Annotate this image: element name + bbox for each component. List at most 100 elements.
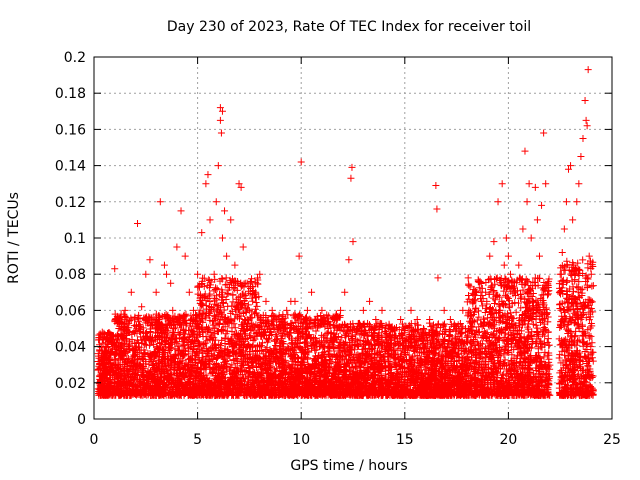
- data-point: [206, 216, 214, 224]
- data-point: [268, 306, 276, 314]
- data-point: [223, 252, 231, 260]
- data-point: [490, 238, 498, 246]
- data-point: [585, 252, 593, 260]
- data-point: [378, 306, 386, 314]
- data-point: [102, 334, 110, 342]
- data-point: [303, 306, 311, 314]
- data-point: [498, 180, 506, 188]
- data-point: [152, 288, 160, 296]
- data-point: [575, 180, 583, 188]
- data-point: [262, 297, 270, 305]
- data-point: [283, 306, 291, 314]
- data-point: [355, 325, 363, 332]
- data-point: [252, 288, 260, 296]
- data-point: [397, 315, 405, 323]
- data-point: [446, 315, 454, 323]
- data-point: [459, 306, 467, 314]
- data-point: [218, 107, 226, 115]
- data-point: [477, 297, 485, 305]
- data-point: [482, 288, 490, 296]
- data-point: [502, 234, 510, 242]
- data-point: [560, 225, 568, 233]
- data-point: [272, 315, 280, 323]
- data-point: [523, 198, 531, 206]
- data-point: [525, 180, 533, 188]
- data-point: [210, 270, 218, 278]
- data-point: [433, 205, 441, 213]
- chart-title: Day 230 of 2023, Rate Of TEC Index for r…: [167, 19, 531, 35]
- data-point: [156, 198, 164, 206]
- data-point: [221, 207, 229, 215]
- data-point: [535, 252, 543, 260]
- data-point: [330, 315, 338, 323]
- data-point: [308, 288, 316, 296]
- data-point: [167, 279, 175, 287]
- data-point: [256, 270, 264, 278]
- data-points: [94, 66, 597, 399]
- x-tick-label: 10: [292, 432, 310, 448]
- y-tick-label: 0: [77, 412, 86, 428]
- data-point: [494, 198, 502, 206]
- y-tick-label: 0.18: [55, 86, 86, 102]
- data-point: [587, 270, 595, 278]
- data-point: [372, 315, 380, 323]
- data-point: [127, 288, 135, 296]
- data-point: [556, 270, 564, 278]
- data-point: [562, 198, 570, 206]
- data-point: [359, 306, 367, 314]
- data-point: [366, 297, 374, 305]
- data-point: [558, 248, 566, 256]
- data-point: [177, 207, 185, 215]
- data-point: [486, 252, 494, 260]
- data-point: [413, 315, 421, 323]
- data-point: [434, 274, 442, 282]
- data-point: [111, 265, 119, 273]
- y-tick-label: 0.16: [55, 122, 86, 138]
- data-point: [569, 216, 577, 224]
- x-tick-label: 25: [603, 432, 621, 448]
- data-point: [194, 270, 202, 278]
- data-point: [142, 270, 150, 278]
- data-point: [506, 270, 514, 278]
- axis-ticks: 0 0.02 0.04 0.06 0.08 0.1 0.12 0.14 0.16 0.18 0.2 0…: [55, 50, 621, 448]
- y-tick-label: 0.14: [55, 159, 86, 175]
- data-point: [241, 279, 249, 287]
- data-point: [173, 243, 181, 251]
- data-point: [390, 334, 398, 342]
- data-point: [314, 315, 322, 323]
- data-point: [511, 288, 519, 296]
- y-tick-label: 0.04: [55, 340, 86, 356]
- y-tick-label: 0.06: [55, 303, 86, 319]
- data-point: [348, 163, 356, 171]
- data-point: [324, 325, 332, 332]
- data-point: [465, 306, 473, 314]
- data-point: [573, 198, 581, 206]
- data-point: [519, 225, 527, 233]
- data-point: [218, 234, 226, 242]
- y-tick-label: 0.12: [55, 195, 86, 211]
- data-point: [163, 270, 171, 278]
- data-point: [504, 252, 512, 260]
- data-point: [542, 180, 550, 188]
- data-point: [227, 216, 235, 224]
- data-point: [239, 243, 247, 251]
- y-tick-label: 0.1: [64, 231, 86, 247]
- data-point: [407, 306, 415, 314]
- data-point: [146, 256, 154, 264]
- data-point: [341, 288, 349, 296]
- data-point: [245, 306, 253, 314]
- y-tick-label: 0.2: [64, 50, 86, 66]
- data-point: [98, 328, 106, 336]
- data-point: [419, 325, 427, 332]
- data-point: [204, 171, 212, 179]
- data-point: [581, 96, 589, 104]
- data-point: [521, 147, 529, 155]
- data-point: [235, 180, 243, 188]
- data-point: [527, 234, 535, 242]
- data-point: [345, 256, 353, 264]
- data-point: [181, 252, 189, 260]
- data-point: [115, 325, 123, 332]
- data-point: [189, 306, 197, 314]
